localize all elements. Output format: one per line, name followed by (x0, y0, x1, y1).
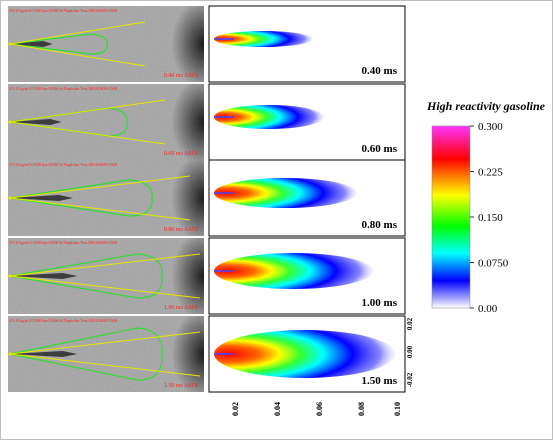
simulation-panel: 1.50 ms (208, 315, 406, 393)
vapor-boundary (9, 33, 108, 55)
colorbar-ticks: 0.300 0.225 0.150 0.0750 0.00 (470, 121, 509, 315)
simulation-time-label: 0.60 ms (362, 143, 398, 155)
spread-line-upper (9, 331, 201, 355)
liquid-core (10, 351, 78, 357)
schlieren-shadow (150, 316, 204, 392)
spread-line-lower (9, 353, 201, 377)
spread-line-upper (9, 253, 201, 277)
fuel-plume (214, 253, 374, 289)
simulation-column: 0.40 ms 0.60 ms 0.80 ms 1.00 ms 1.50 ms (208, 5, 406, 393)
y-axis-tick-label: 0.02 (406, 317, 414, 330)
nozzle-marker (8, 196, 12, 200)
spread-line-lower (9, 197, 191, 221)
nozzle-marker (8, 352, 12, 356)
colorbar-tick-label: 0.00 (478, 303, 498, 315)
experiment-panel: F2.0 kg/m3/1500 bar/1000 K/Naphtha Test/… (8, 6, 204, 82)
x-axis-tick-label: 0.08 (357, 402, 366, 416)
panel-time-label: 1.00 ms ASOI (164, 305, 198, 311)
spread-line-lower (9, 43, 146, 67)
x-axis-tick-label: 0.04 (273, 402, 282, 416)
panel-header: F2.0 kg/m3/1500 bar/1000 K/Naphtha Test/… (10, 86, 118, 91)
vapor-boundary (9, 327, 163, 381)
spread-line-upper (9, 175, 191, 199)
simulation-time-label: 0.80 ms (362, 219, 398, 231)
experiment-panel: F2.0 kg/m3/1500 bar/1000 K/Naphtha Test/… (8, 160, 204, 236)
vapor-boundary (9, 107, 128, 137)
spread-line-upper (9, 21, 146, 45)
panel-time-label: 0.60 ms ASOI (164, 151, 198, 157)
liquid-core (10, 119, 62, 125)
fuel-plume (214, 178, 357, 208)
nozzle-marker (8, 120, 12, 124)
simulation-time-label: 0.40 ms (362, 65, 398, 77)
simulation-time-label: 1.50 ms (362, 375, 398, 387)
x-axis-tick-label: 0.02 (231, 402, 240, 416)
fuel-plume (214, 31, 313, 47)
fuel-plume (214, 330, 396, 378)
simulation-panel: 0.40 ms (208, 5, 406, 83)
experiment-column: F2.0 kg/m3/1500 bar/1000 K/Naphtha Test/… (8, 6, 204, 392)
axes: 0.02 0.04 0.06 0.08 0.10 0.02 0.00 -0.02 (231, 317, 414, 416)
schlieren-shadow (150, 6, 204, 82)
simulation-time-label: 1.00 ms (362, 297, 398, 309)
vapor-boundary (9, 253, 163, 299)
x-axis-tick-label: 0.06 (315, 402, 324, 416)
simulation-panel: 0.60 ms (208, 83, 406, 161)
panel-time-label: 0.40 ms ASOI (164, 73, 198, 79)
liquid-core (10, 195, 73, 201)
liquid-core (10, 273, 78, 279)
y-axis-tick-label: -0.02 (406, 372, 414, 387)
nozzle-marker (8, 42, 12, 46)
simulation-panel: 0.80 ms (208, 159, 406, 237)
schlieren-shadow (150, 84, 204, 160)
experiment-panel: F2.0 kg/m3/1500 bar/1000 K/Naphtha Test/… (8, 316, 204, 392)
liquid-core (10, 41, 53, 47)
x-axis-tick-label: 0.10 (393, 402, 402, 416)
experiment-panel: F2.0 kg/m3/1500 bar/1000 K/Naphtha Test/… (8, 238, 204, 314)
simulation-panel: 1.00 ms (208, 237, 406, 315)
nozzle-marker (8, 274, 12, 278)
panel-header: F2.0 kg/m3/1500 bar/1000 K/Naphtha Test/… (10, 240, 118, 245)
colorbar-tick-label: 0.0750 (478, 258, 509, 270)
panel-header: F2.0 kg/m3/1500 bar/1000 K/Naphtha Test/… (10, 162, 118, 167)
colorbar: High reactivity gasoline 0.300 0.225 0.150… (426, 99, 546, 315)
panel-time-label: 0.80 ms ASOI (164, 227, 198, 233)
colorbar-tick-label: 0.150 (478, 212, 503, 224)
vapor-boundary (9, 179, 153, 217)
spread-line-upper (9, 99, 166, 123)
schlieren-shadow (150, 160, 204, 236)
colorbar-gradient (431, 125, 471, 309)
y-axis-tick-label: 0.00 (406, 345, 414, 358)
colorbar-tick-label: 0.300 (478, 121, 503, 133)
colorbar-title: High reactivity gasoline (426, 99, 546, 113)
colorbar-tick-label: 0.225 (478, 167, 503, 179)
panel-time-label: 1.50 ms ASOI (164, 383, 198, 389)
panel-header: F2.0 kg/m3/1500 bar/1000 K/Naphtha Test/… (10, 8, 118, 13)
fuel-plume (214, 105, 324, 129)
panel-header: F2.0 kg/m3/1500 bar/1000 K/Naphtha Test/… (10, 318, 118, 323)
spread-line-lower (9, 275, 201, 299)
experiment-panel: F2.0 kg/m3/1500 bar/1000 K/Naphtha Test/… (8, 84, 204, 160)
spread-line-lower (9, 121, 166, 145)
schlieren-shadow (150, 238, 204, 314)
